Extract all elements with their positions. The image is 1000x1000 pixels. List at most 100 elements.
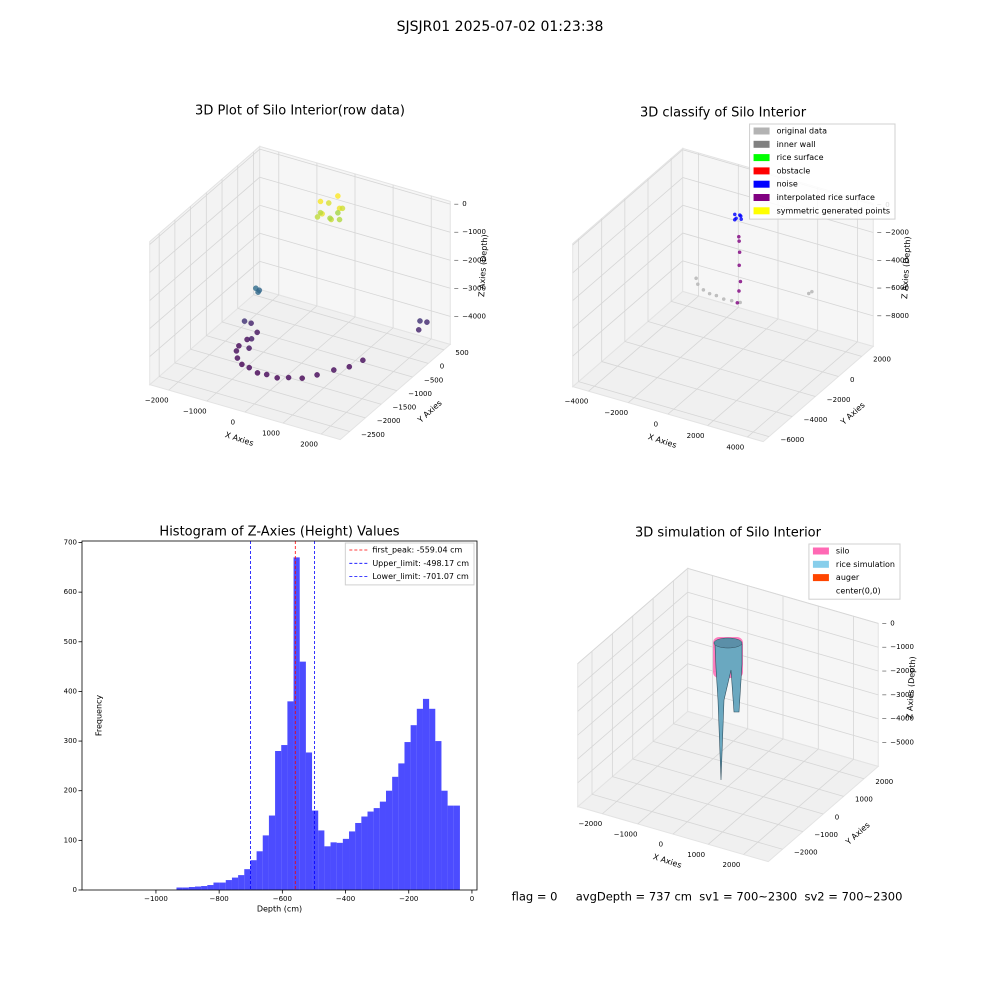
chart-title: 3D Plot of Silo Interior(row data) [195, 104, 405, 119]
legend-label: symmetric generated points [777, 206, 890, 215]
x-tick-label: −400 [336, 895, 355, 903]
data-point [810, 289, 814, 294]
grid-line [174, 362, 366, 419]
bar [182, 887, 189, 890]
x-tick-label: 2000 [723, 861, 741, 869]
y-tick-label: −2000 [827, 396, 851, 404]
grid-line [682, 232, 874, 289]
legend: silo rice simulation auger center(0,0) [808, 543, 901, 600]
data-point [732, 217, 737, 222]
grid-line [667, 318, 779, 415]
z-tick-label: −1000 [462, 228, 486, 236]
y-tick-label: −1000 [408, 390, 432, 398]
x-axis-label: Depth (cm) [257, 905, 302, 914]
y-tick-label: 0 [850, 376, 854, 384]
grid-line [632, 758, 824, 815]
grid-line [707, 330, 818, 426]
bar [410, 725, 417, 890]
grid-line [687, 567, 879, 624]
data-point [248, 320, 254, 326]
chart-title: Histogram of Z-Axies (Height) Values [159, 525, 399, 540]
bar [373, 808, 380, 890]
data-point [317, 198, 324, 205]
grid-line [591, 793, 783, 850]
y-tick-label: 100 [64, 836, 77, 844]
bar [416, 708, 423, 890]
data-point [331, 367, 337, 373]
x-tick-label: 2000 [687, 432, 705, 440]
grid-line [149, 148, 261, 245]
legend-label: Upper_limit: -498.17 cm [372, 559, 469, 568]
grid-line [682, 260, 874, 317]
footer-status: flag = 0 avgDepth = 737 cm sv1 = 700~230… [512, 890, 903, 904]
data-point [735, 301, 740, 305]
grid-line [572, 149, 684, 246]
legend-patch [812, 547, 829, 555]
z-tick-label: −4000 [890, 715, 914, 723]
bar [422, 698, 430, 890]
bar [250, 860, 257, 890]
legend-label: noise [777, 180, 798, 189]
x-tick-label: 0 [470, 895, 474, 903]
data-point [738, 213, 742, 217]
grid-line [168, 294, 280, 391]
panels: −2000−1000010002000−2500−2000−1500−1000−… [64, 104, 918, 914]
z-axis-label: Z Axies (Depth) [905, 656, 917, 719]
z-tick-label: −4000 [885, 256, 909, 264]
x-tick-label: 0 [654, 421, 658, 429]
bar [453, 805, 460, 890]
bar [244, 869, 251, 890]
grid-line [652, 740, 844, 797]
bar [429, 708, 436, 890]
legend-label: obstacle [777, 166, 811, 175]
legend-patch [753, 194, 770, 201]
y-tick-label: 2000 [873, 356, 891, 364]
z-tick-label: −5000 [890, 739, 914, 747]
z-tick-label: −1000 [890, 643, 914, 651]
data-point [336, 216, 343, 223]
grid-line [190, 348, 382, 405]
bar [361, 816, 368, 890]
grid-line [577, 615, 689, 712]
bar [355, 822, 362, 890]
data-point [738, 300, 742, 305]
legend-label: first_peak: -559.04 cm [372, 546, 462, 555]
grid-line [682, 204, 874, 261]
legend-patch [753, 154, 770, 162]
data-point [701, 288, 706, 292]
data-point [738, 279, 743, 284]
data-point [346, 364, 353, 370]
x-tick-label: −200 [399, 895, 418, 903]
y-axis-label: Frequency [95, 695, 104, 737]
bar [324, 846, 331, 890]
data-point [285, 374, 292, 381]
data-point [327, 215, 333, 221]
grid-line [572, 232, 684, 329]
grid-line [259, 260, 451, 317]
bar [305, 752, 313, 890]
legend-label: original data [777, 127, 828, 136]
x-tick-label: −2000 [145, 397, 169, 405]
z-axis-label: Z Axies (Depth) [477, 234, 489, 297]
bar [342, 838, 350, 890]
legend-patch [812, 587, 829, 595]
data-point [236, 343, 242, 349]
z-tick-label: −4000 [462, 312, 486, 320]
data-point [317, 209, 324, 216]
y-tick-label: −1000 [814, 831, 838, 839]
bar [207, 885, 214, 890]
x-tick-label: 1000 [687, 851, 705, 859]
y-tick-label: 500 [64, 638, 77, 646]
bar [435, 741, 442, 890]
rice-top [713, 637, 743, 649]
y-tick-label: 1000 [855, 796, 873, 804]
grid-line [747, 341, 858, 438]
data-point [234, 355, 241, 361]
grid-line [673, 723, 865, 780]
legend-label: Lower_limit: -701.07 cm [372, 572, 469, 581]
data-point [335, 210, 341, 216]
z-tick-label: 0 [890, 619, 894, 627]
y-tick-label: 200 [64, 787, 77, 795]
grid-line [282, 327, 394, 424]
z-tick-label: −2000 [462, 256, 486, 264]
